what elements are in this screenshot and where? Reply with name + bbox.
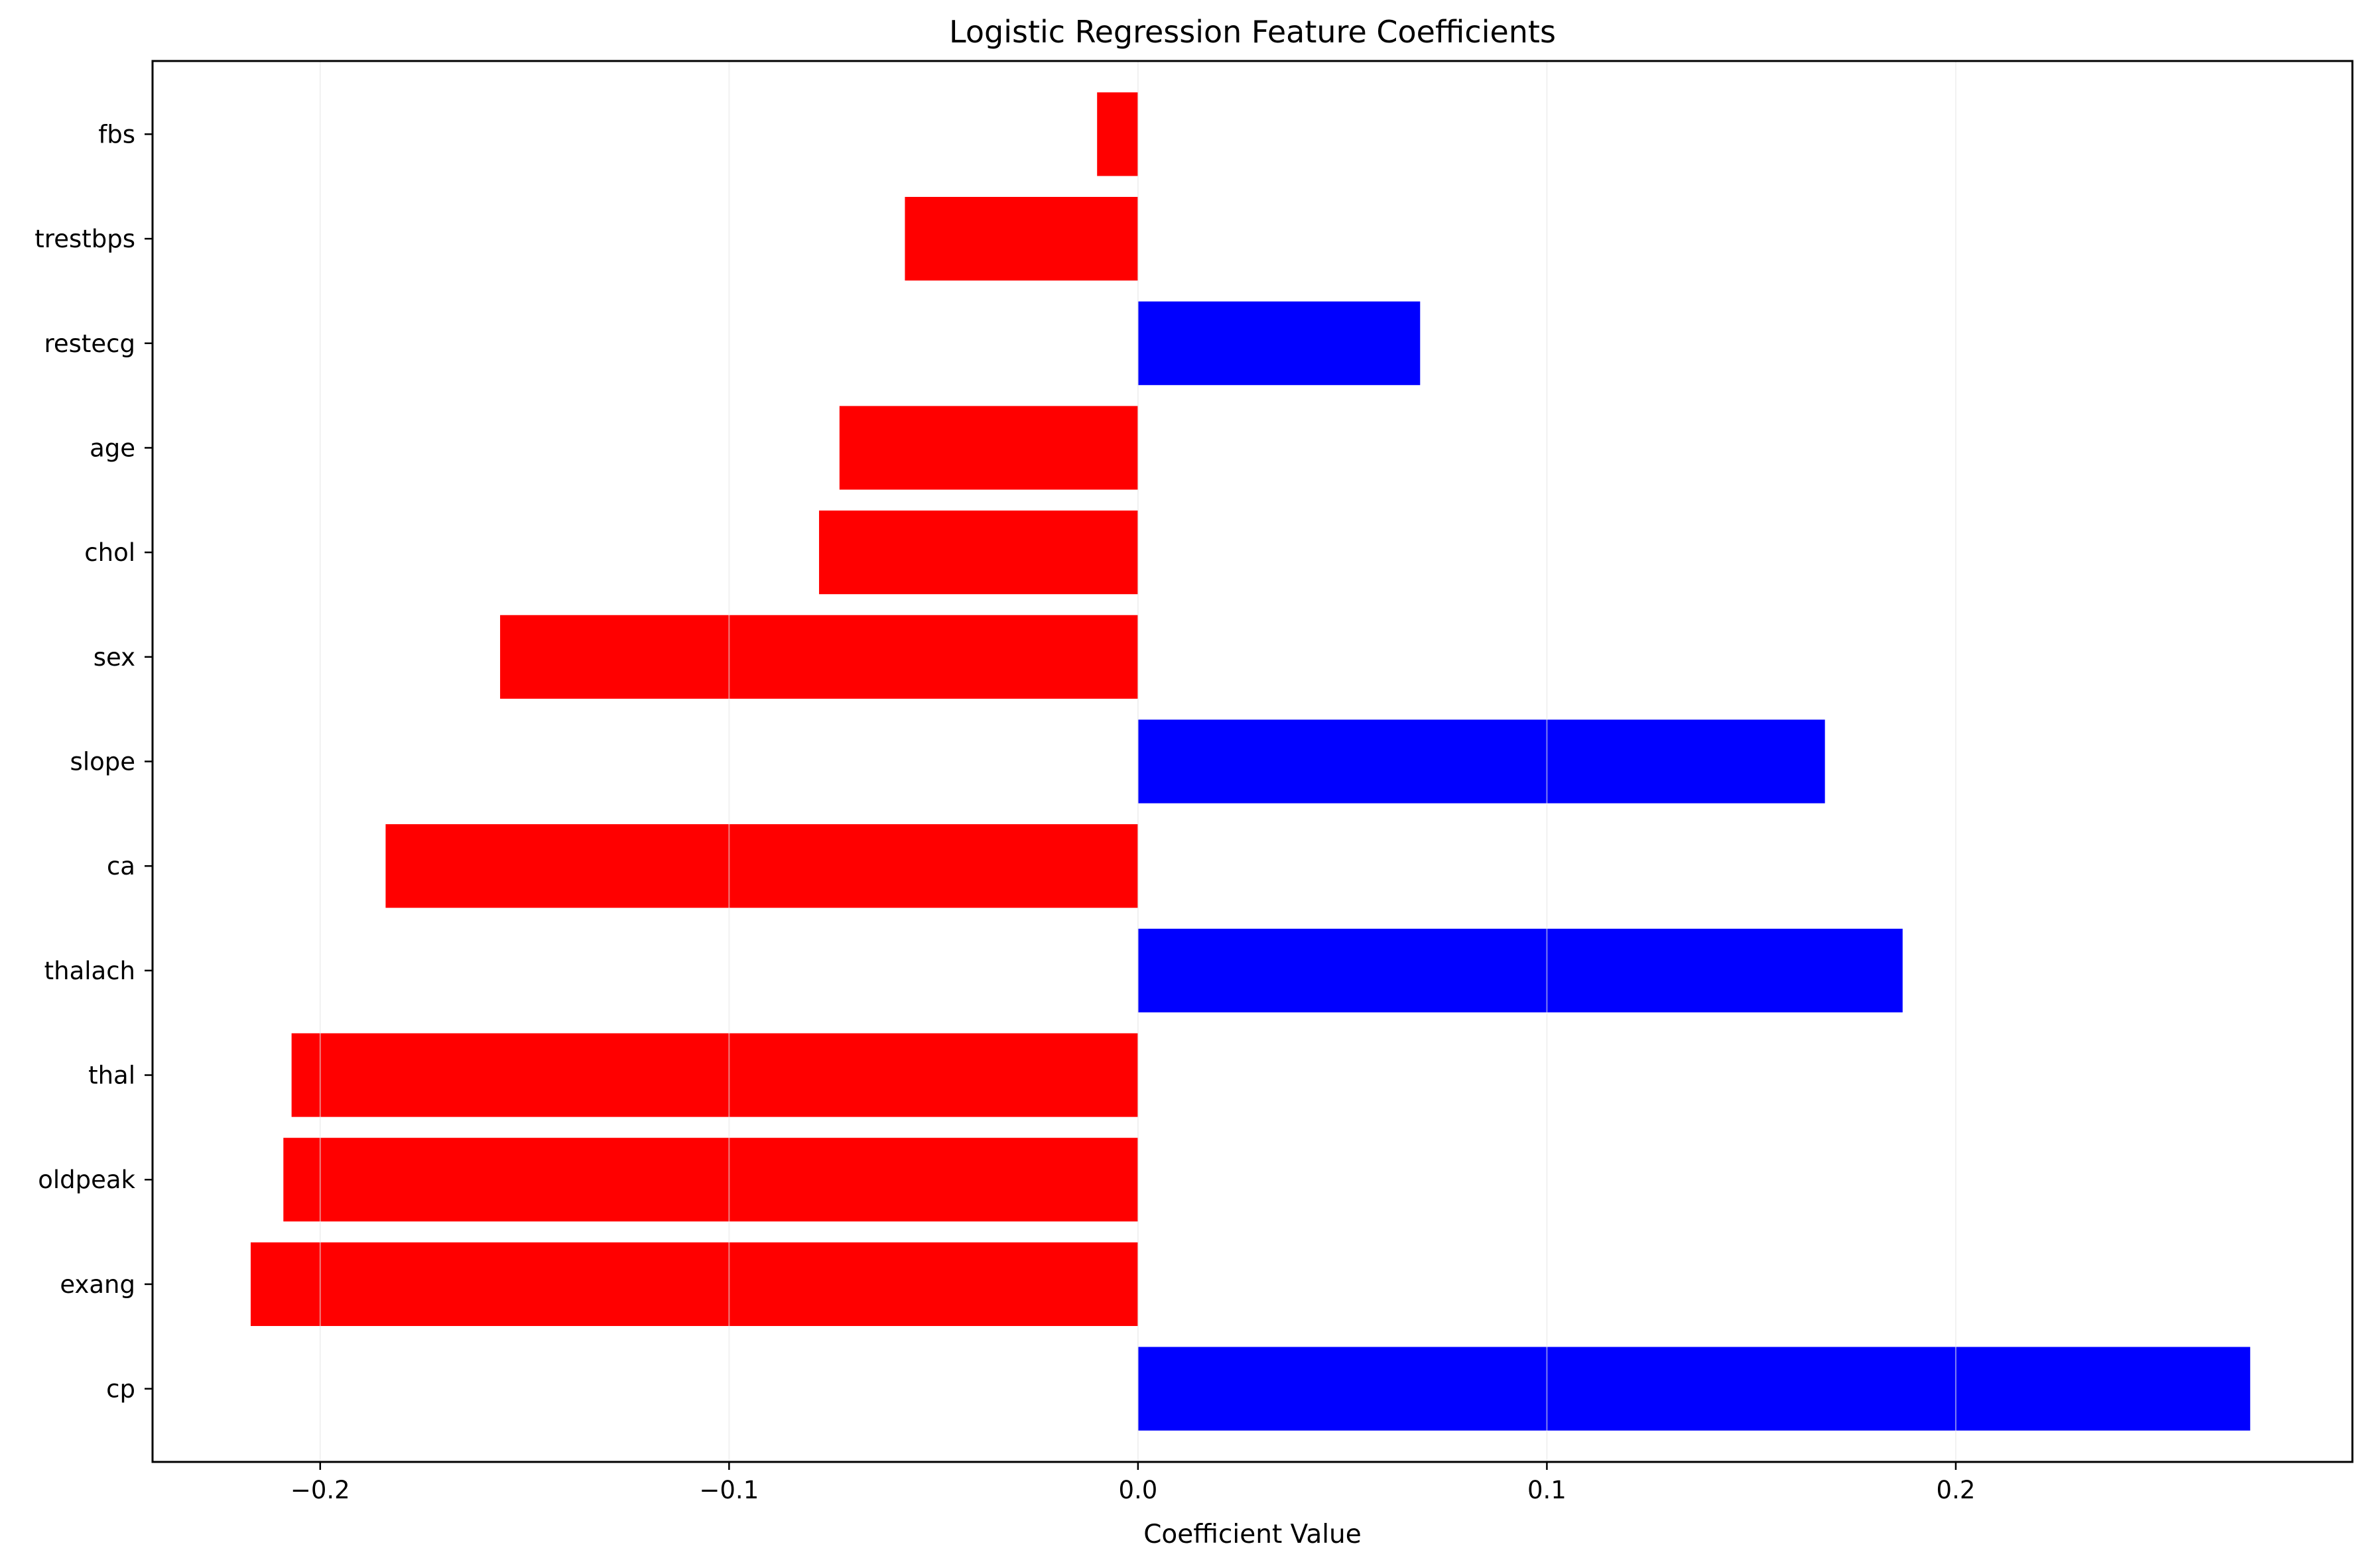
y-tick-label-restecg: restecg <box>44 330 135 358</box>
bars <box>250 92 2250 1431</box>
y-tick-label-chol: chol <box>84 538 135 567</box>
x-tick-label-2: 0.0 <box>1118 1476 1157 1504</box>
y-tick-label-cp: cp <box>106 1375 135 1404</box>
bar-age <box>839 406 1138 490</box>
y-tick-label-sex: sex <box>94 643 135 672</box>
bar-trestbps <box>905 196 1138 281</box>
bar-restecg <box>1137 301 1421 385</box>
y-tick-label-thalach: thalach <box>44 957 135 985</box>
y-tick-label-exang: exang <box>60 1270 135 1299</box>
y-tick-label-thal: thal <box>88 1061 135 1090</box>
x-axis-ticks: −0.2 −0.1 0.0 0.1 0.2 <box>290 1462 1976 1504</box>
bar-ca <box>385 824 1138 908</box>
bar-cp <box>1137 1347 2250 1431</box>
bar-slope <box>1137 719 1825 804</box>
bar-thalach <box>1137 928 1903 1012</box>
bar-exang <box>250 1242 1138 1327</box>
y-tick-label-slope: slope <box>70 748 135 776</box>
y-tick-label-trestbps: trestbps <box>34 225 135 253</box>
y-tick-label-age: age <box>90 434 135 462</box>
bar-fbs <box>1097 92 1138 176</box>
bar-thal <box>291 1033 1138 1117</box>
y-tick-label-oldpeak: oldpeak <box>38 1166 135 1194</box>
bar-sex <box>500 615 1138 699</box>
y-tick-label-fbs: fbs <box>98 120 135 149</box>
y-axis-ticks: cp exang oldpeak thal thalach ca slope sex chol a… <box>34 120 153 1404</box>
y-tick-label-ca: ca <box>107 852 135 880</box>
x-tick-label-0: −0.2 <box>290 1476 350 1504</box>
x-axis-title: Coefficient Value <box>1143 1520 1362 1549</box>
chart-title: Logistic Regression Feature Coefficients <box>949 14 1556 50</box>
bar-oldpeak <box>283 1138 1138 1222</box>
bar-chol <box>818 511 1138 595</box>
x-tick-label-4: 0.2 <box>1937 1476 1976 1504</box>
x-tick-label-3: 0.1 <box>1527 1476 1567 1504</box>
x-tick-label-1: −0.1 <box>699 1476 759 1504</box>
grid-lines <box>319 61 1956 1462</box>
